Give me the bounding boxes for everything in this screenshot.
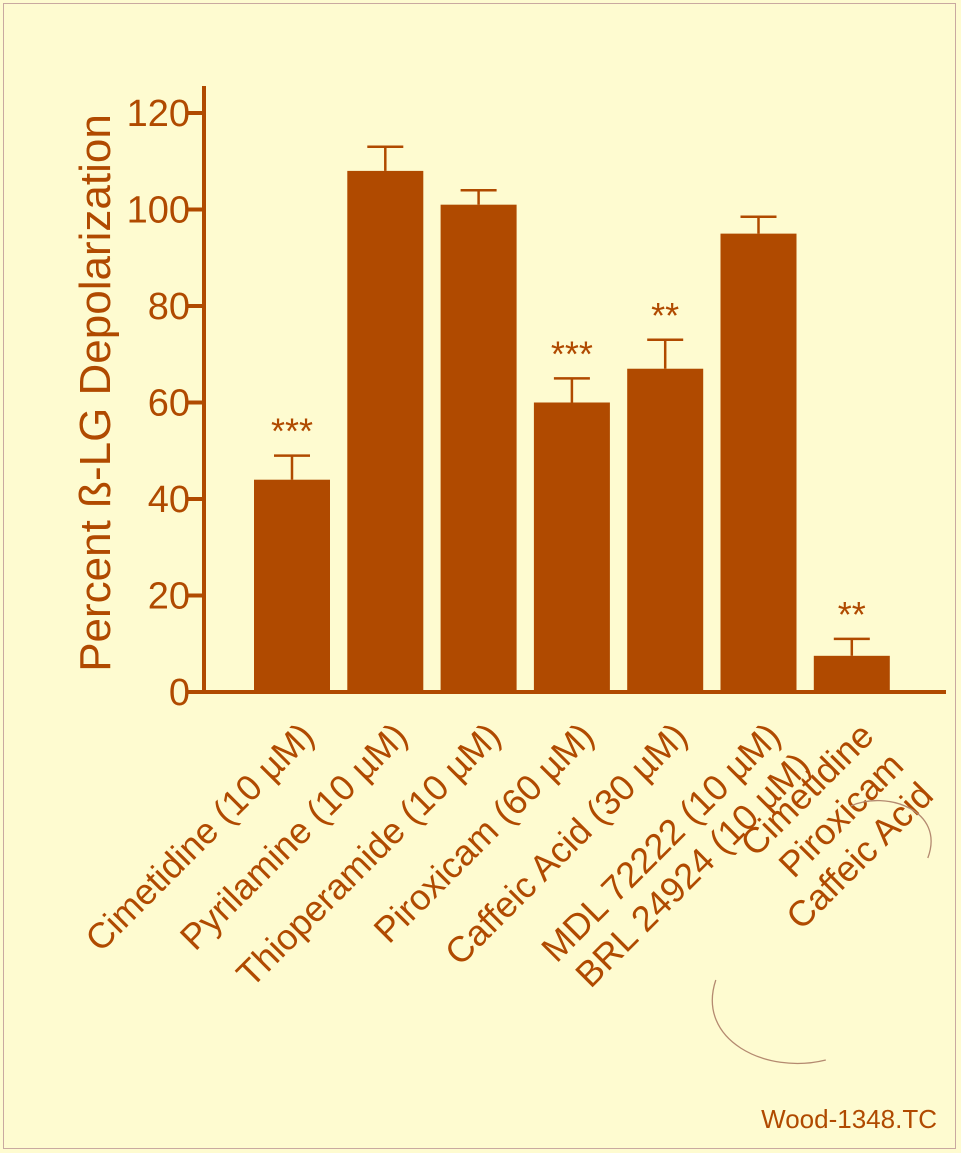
bar [254,479,330,692]
bar [533,402,610,692]
y-tick-label: 20 [148,576,190,618]
footer-label: Wood-1348.TC [761,1104,937,1134]
combo-bracket-top [850,799,932,859]
y-tick-label: 80 [148,286,190,328]
bar [347,170,424,692]
y-tick-label: 120 [127,93,190,135]
bar [627,368,704,692]
significance-marker: ** [838,594,866,635]
significance-marker: *** [551,333,593,374]
y-tick-label: 60 [148,383,190,425]
y-axis: 0 20 40 60 80 100 120 [127,86,946,714]
bar [440,204,517,693]
bar [813,655,890,692]
significance-marker: *** [271,411,313,452]
bar [720,233,797,692]
y-tick-label: 0 [169,672,190,714]
chart-frame [3,3,956,1149]
y-axis-label: Percent ß-LG Depolarization [71,114,120,672]
category-labels: Cimetidine (10 µM)Pyrilamine (10 µM)Thio… [77,715,941,1065]
combo-bracket-bottom [711,979,826,1065]
y-tick-label: 100 [127,190,190,232]
y-tick-label: 40 [148,479,190,521]
bars: ********** [254,145,890,693]
significance-marker: ** [651,295,679,336]
